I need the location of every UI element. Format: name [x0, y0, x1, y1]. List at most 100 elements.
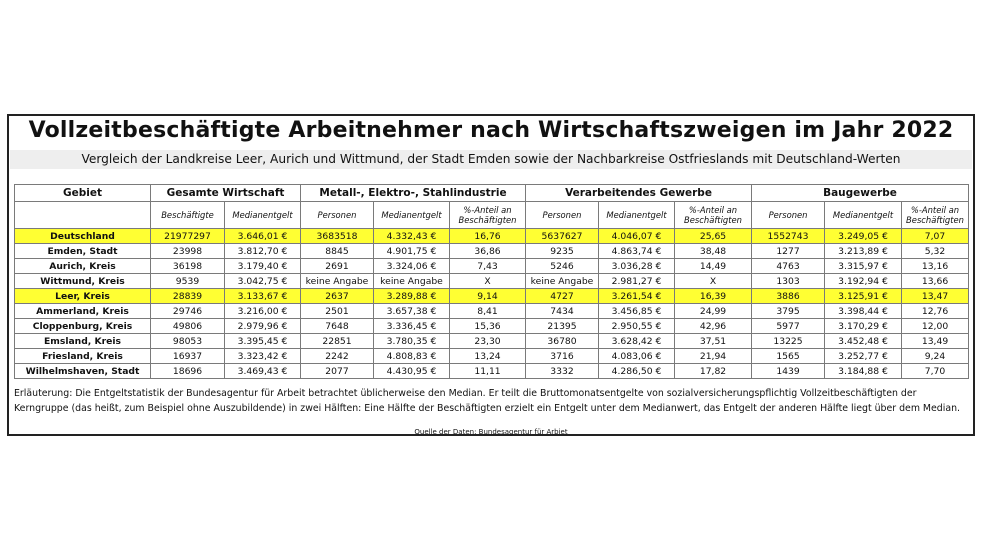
table-cell: 3.213,89 €: [824, 243, 903, 259]
table-row: Emsland, Kreis 98053 3.395,45 €22851 3.780,…: [14, 333, 970, 349]
table-row: Emden, Stadt 23998 3.812,70 €8845 4.901,75 …: [14, 243, 970, 259]
region-name: Aurich, Kreis: [14, 258, 151, 274]
table-cell: X: [449, 273, 526, 289]
table-cell: 3.249,05 €: [824, 228, 903, 244]
table-cell: 3.192,94 €: [824, 273, 903, 289]
table-cell: 29746: [150, 303, 225, 319]
table-cell: 11,11: [449, 363, 526, 379]
table-cell: 5246: [525, 258, 599, 274]
column-subheader: %-Anteil an Beschäftigten: [901, 201, 970, 229]
table-cell: 3.170,29 €: [824, 318, 903, 334]
table-cell: 2.950,55 €: [598, 318, 675, 334]
table-cell: 17,82: [673, 363, 753, 379]
table-cell: 36780: [525, 333, 599, 349]
table-cell: 25,65: [673, 228, 753, 244]
table-cell: 1303: [751, 273, 826, 289]
table-cell: keine Angabe: [300, 273, 374, 289]
sub-header-row: Beschäftigte Medianentgelt Personen Mediane…: [14, 201, 970, 229]
table-cell: 3.324,06 €: [373, 258, 450, 274]
table-cell: 1277: [751, 243, 826, 259]
group-header-metal-electro-steel: Metall-, Elektro-, Stahlindustrie: [300, 184, 526, 202]
table-cell: 3.398,44 €: [824, 303, 903, 319]
column-subheader: Personen: [525, 201, 599, 229]
region-name: Friesland, Kreis: [14, 348, 151, 364]
region-name: Wittmund, Kreis: [14, 273, 151, 289]
table-cell: 5637627: [525, 228, 599, 244]
table-cell: 36,86: [449, 243, 526, 259]
table-cell: 7648: [300, 318, 374, 334]
column-subheader: Medianentgelt: [824, 201, 903, 229]
region-name: Leer, Kreis: [14, 288, 151, 304]
table-cell: 37,51: [673, 333, 753, 349]
table-cell: 7,70: [901, 363, 970, 379]
region-name: Wilhelmshaven, Stadt: [14, 363, 151, 379]
table-cell: 4.808,83 €: [373, 348, 450, 364]
table-cell: 4.286,50 €: [598, 363, 675, 379]
table-cell: 8845: [300, 243, 374, 259]
table-cell: 3.452,48 €: [824, 333, 903, 349]
region-name: Emsland, Kreis: [14, 333, 151, 349]
table-cell: 23998: [150, 243, 225, 259]
region-name: Deutschland: [14, 228, 151, 244]
table-cell: 3.179,40 €: [224, 258, 301, 274]
table-cell: 12,76: [901, 303, 970, 319]
table-cell: 13,66: [901, 273, 970, 289]
table-cell: 3.315,97 €: [824, 258, 903, 274]
column-subheader: Medianentgelt: [598, 201, 675, 229]
table-cell: 2691: [300, 258, 374, 274]
table-cell: 18696: [150, 363, 225, 379]
column-subheader: %-Anteil an Beschäftigten: [673, 201, 753, 229]
table-cell: 15,36: [449, 318, 526, 334]
table-cell: 23,30: [449, 333, 526, 349]
statistics-panel: Vollzeitbeschäftigte Arbeitnehmer nach W…: [7, 114, 975, 436]
table-cell: 16,76: [449, 228, 526, 244]
table-cell: 3886: [751, 288, 826, 304]
table-cell: 21977297: [150, 228, 225, 244]
table-cell: 3.657,38 €: [373, 303, 450, 319]
table-cell: 16937: [150, 348, 225, 364]
table-cell: 3683518: [300, 228, 374, 244]
table-cell: 7434: [525, 303, 599, 319]
table-cell: 49806: [150, 318, 225, 334]
column-subheader: Personen: [300, 201, 374, 229]
table-cell: 3.184,88 €: [824, 363, 903, 379]
table-cell: 3.323,42 €: [224, 348, 301, 364]
table-cell: 16,39: [673, 288, 753, 304]
data-source: Quelle der Daten: Bundesagentur für Arbi…: [414, 428, 568, 436]
table-cell: 3.780,35 €: [373, 333, 450, 349]
table-cell: 4.083,06 €: [598, 348, 675, 364]
table-cell: 3.336,45 €: [373, 318, 450, 334]
column-subheader: Medianentgelt: [224, 201, 301, 229]
table-row: Ammerland, Kreis 29746 3.216,00 €2501 3.657…: [14, 303, 970, 319]
table-cell: 3.133,67 €: [224, 288, 301, 304]
table-cell: 3.289,88 €: [373, 288, 450, 304]
table-cell: 3716: [525, 348, 599, 364]
table-cell: 4.863,74 €: [598, 243, 675, 259]
table-row: Wilhelmshaven, Stadt 18696 3.469,43 €2077 4…: [14, 363, 970, 379]
table-cell: 3795: [751, 303, 826, 319]
table-cell: 1565: [751, 348, 826, 364]
table-cell: 3.252,77 €: [824, 348, 903, 364]
group-header-total-economy: Gesamte Wirtschaft: [150, 184, 301, 202]
region-name: Emden, Stadt: [14, 243, 151, 259]
table-row: Friesland, Kreis 16937 3.323,42 €2242 4.808…: [14, 348, 970, 364]
table-cell: 22851: [300, 333, 374, 349]
table-cell: keine Angabe: [525, 273, 599, 289]
column-subheader: Personen: [751, 201, 826, 229]
table-cell: 21395: [525, 318, 599, 334]
table-cell: 4763: [751, 258, 826, 274]
table-cell: 4.332,43 €: [373, 228, 450, 244]
table-row: Deutschland 21977297 3.646,01 €3683518 4.33…: [14, 228, 970, 244]
table-cell: 3.469,43 €: [224, 363, 301, 379]
table-row: Wittmund, Kreis 9539 3.042,75 € keine Angab…: [14, 273, 970, 289]
region-name: Ammerland, Kreis: [14, 303, 151, 319]
table-cell: 8,41: [449, 303, 526, 319]
table-cell: 38,48: [673, 243, 753, 259]
table-cell: 7,07: [901, 228, 970, 244]
table-cell: 12,00: [901, 318, 970, 334]
table-cell: 2501: [300, 303, 374, 319]
page-title: Vollzeitbeschäftigte Arbeitnehmer nach W…: [28, 118, 954, 143]
group-header-manufacturing: Verarbeitendes Gewerbe: [524, 184, 753, 202]
table-cell: 2.981,27 €: [598, 273, 675, 289]
table-cell: 5977: [751, 318, 826, 334]
